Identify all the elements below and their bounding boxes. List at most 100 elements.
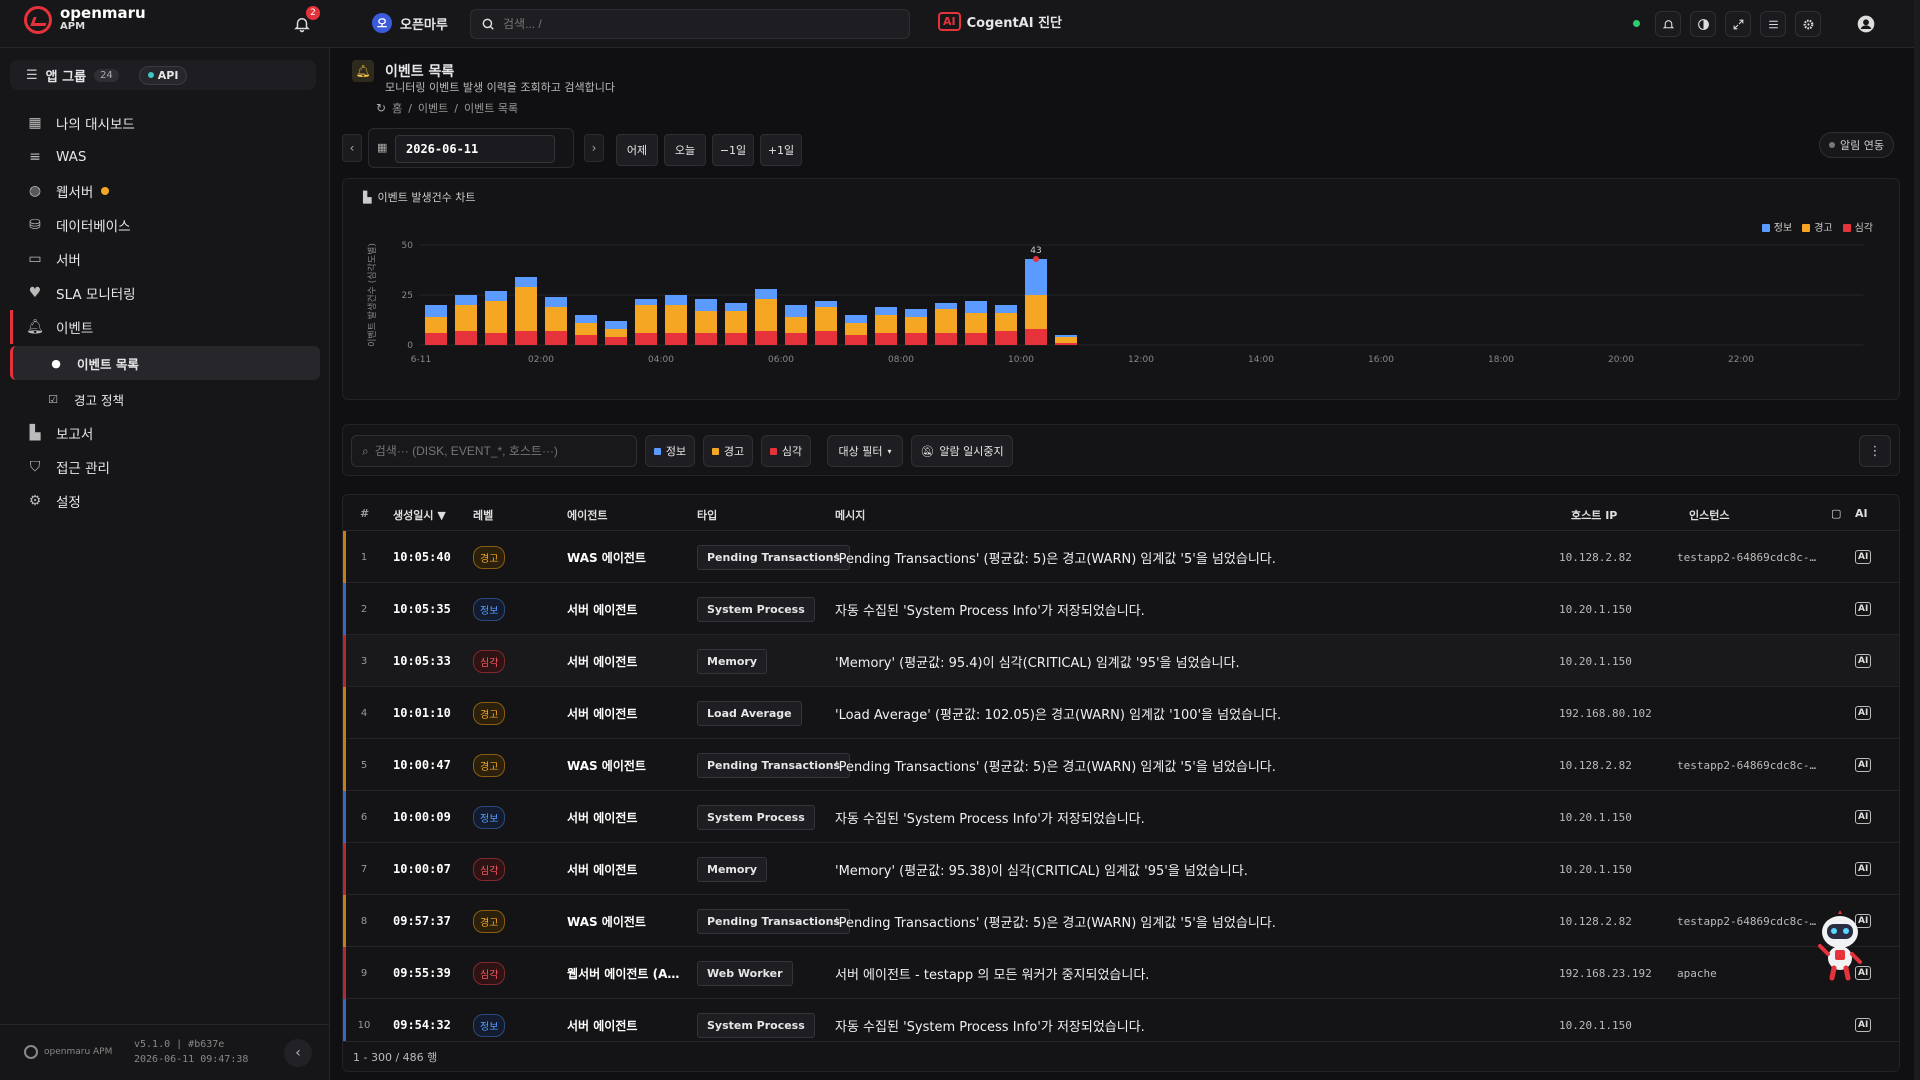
row-ai-button[interactable]: AI — [1855, 999, 1872, 1043]
event-search-input[interactable] — [374, 444, 625, 458]
bar-crit[interactable] — [725, 333, 747, 345]
row-ai-button[interactable]: AI — [1855, 635, 1872, 687]
legend-item-warn[interactable]: 경고 — [1802, 219, 1833, 234]
next-date-button[interactable]: › — [584, 134, 604, 162]
bar-crit[interactable] — [575, 335, 597, 345]
collapse-sidebar-button[interactable]: ‹ — [284, 1039, 312, 1067]
bar-crit[interactable] — [695, 333, 717, 345]
pause-alarm-button[interactable]: 🔕︎ 알람 일시중지 — [911, 435, 1013, 467]
bar-crit[interactable] — [815, 331, 837, 345]
bar-info[interactable] — [455, 295, 477, 305]
breadcrumb-home[interactable]: 홈 — [392, 102, 403, 115]
more-options-button[interactable]: ⋮ — [1859, 435, 1891, 467]
bar-info[interactable] — [605, 321, 627, 329]
row-ai-button[interactable]: AI — [1855, 947, 1872, 999]
bar-warn[interactable] — [845, 323, 867, 335]
yesterday-button[interactable]: 어제 — [616, 134, 658, 166]
alarm-integration-button[interactable]: 알림 연동 — [1819, 132, 1894, 158]
bar-warn[interactable] — [995, 313, 1017, 331]
filter-chip-crit[interactable]: 심각 — [761, 435, 811, 467]
bar-crit[interactable] — [515, 331, 537, 345]
bar-crit[interactable] — [755, 331, 777, 345]
sidebar-item-dashboard[interactable]: ▦ 나의 대시보드 — [10, 106, 320, 140]
bar-crit[interactable] — [995, 331, 1017, 345]
fullscreen-button[interactable] — [1725, 11, 1751, 37]
col-agent[interactable]: 에이전트 — [567, 509, 608, 522]
bar-crit[interactable] — [845, 335, 867, 345]
sidebar-item-reports[interactable]: ▙ 보고서 — [10, 416, 320, 450]
bar-info[interactable] — [425, 305, 447, 317]
copy-icon[interactable]: ▢ — [1831, 507, 1842, 520]
bar-crit[interactable] — [425, 333, 447, 345]
sidebar-item-database[interactable]: ⛁ 데이터베이스 — [10, 208, 320, 242]
table-row[interactable]: 4 10:01:10 경고 서버 에이전트 Load Average 'Load Aver… — [343, 687, 1899, 739]
bar-crit[interactable] — [605, 337, 627, 345]
filter-chip-warn[interactable]: 경고 — [703, 435, 753, 467]
bar-info[interactable] — [1025, 259, 1047, 295]
bar-crit[interactable] — [485, 333, 507, 345]
global-search-input[interactable] — [503, 17, 883, 31]
row-ai-button[interactable]: AI — [1855, 531, 1872, 583]
today-button[interactable]: 오늘 — [664, 134, 706, 166]
bar-info[interactable] — [575, 315, 597, 323]
bar-warn[interactable] — [935, 309, 957, 333]
table-row[interactable]: 9 09:55:39 심각 웹서버 에이전트 (A… Web Worker 서버 에이전트… — [343, 947, 1899, 999]
table-row[interactable]: 3 10:05:33 심각 서버 에이전트 Memory 'Memory' (평균값: 9… — [343, 635, 1899, 687]
settings-button[interactable] — [1795, 11, 1821, 37]
sidebar-item-sla[interactable]: ♥ SLA 모니터링 — [10, 276, 320, 310]
sidebar-item-settings[interactable]: ⚙ 설정 — [10, 484, 320, 518]
col-level[interactable]: 레벨 — [473, 509, 494, 522]
prev-date-button[interactable]: ‹ — [342, 134, 362, 162]
bar-info[interactable] — [1055, 335, 1077, 337]
bar-info[interactable] — [725, 303, 747, 311]
bar-warn[interactable] — [1055, 337, 1077, 343]
bar-warn[interactable] — [545, 307, 567, 331]
col-created[interactable]: 생성일시 ▼ — [393, 507, 446, 523]
table-row[interactable]: 7 10:00:07 심각 서버 에이전트 Memory 'Memory' (평균값: 9… — [343, 843, 1899, 895]
table-row[interactable]: 8 09:57:37 경고 WAS 에이전트 Pending Transactions '… — [343, 895, 1899, 947]
bar-info[interactable] — [665, 295, 687, 305]
bar-warn[interactable] — [1025, 295, 1047, 329]
bar-crit[interactable] — [785, 333, 807, 345]
bar-info[interactable] — [965, 301, 987, 313]
row-ai-button[interactable]: AI — [1855, 687, 1872, 739]
bar-info[interactable] — [905, 309, 927, 317]
bar-warn[interactable] — [815, 307, 837, 331]
bar-warn[interactable] — [755, 299, 777, 331]
bar-crit[interactable] — [875, 333, 897, 345]
row-ai-button[interactable]: AI — [1855, 843, 1872, 895]
bar-info[interactable] — [995, 305, 1017, 313]
table-row[interactable]: 10 09:54:32 정보 서버 에이전트 System Process 자동 수집된 … — [343, 999, 1899, 1043]
global-search[interactable] — [470, 9, 910, 39]
bar-crit[interactable] — [935, 333, 957, 345]
sidebar-item-event-list[interactable]: ● 이벤트 목록 — [10, 346, 320, 380]
bar-warn[interactable] — [725, 311, 747, 333]
sidebar-item-was[interactable]: ≡ WAS — [10, 140, 320, 174]
row-ai-button[interactable]: AI — [1855, 895, 1872, 947]
col-instance[interactable]: 인스턴스 — [1689, 509, 1730, 522]
legend-item-crit[interactable]: 심각 — [1842, 219, 1873, 234]
org-switcher[interactable]: 오 오픈마루 — [372, 13, 448, 33]
ai-assistant-robot-button[interactable] — [1816, 910, 1864, 982]
legend-item-info[interactable]: 정보 — [1761, 219, 1792, 234]
table-row[interactable]: 2 10:05:35 정보 서버 에이전트 System Process 자동 수집된 '… — [343, 583, 1899, 635]
bar-crit[interactable] — [635, 333, 657, 345]
bar-info[interactable] — [515, 277, 537, 287]
bar-info[interactable] — [815, 301, 837, 307]
bar-crit[interactable] — [1025, 329, 1047, 345]
bar-crit[interactable] — [455, 331, 477, 345]
menu-button[interactable] — [1760, 11, 1786, 37]
api-badge[interactable]: API — [138, 65, 188, 85]
bar-warn[interactable] — [695, 311, 717, 333]
bar-warn[interactable] — [635, 305, 657, 333]
target-filter-dropdown[interactable]: 대상 필터 ▾ — [827, 435, 903, 467]
row-ai-button[interactable]: AI — [1855, 739, 1872, 791]
bar-crit[interactable] — [1055, 343, 1077, 345]
app-group-selector[interactable]: ☰ 앱 그룹 24 API — [10, 60, 316, 90]
bar-warn[interactable] — [425, 317, 447, 333]
col-message[interactable]: 메시지 — [835, 509, 866, 522]
bar-info[interactable] — [485, 291, 507, 301]
theme-toggle-button[interactable] — [1690, 11, 1716, 37]
breadcrumb-events[interactable]: 이벤트 — [417, 102, 449, 115]
brand-logo[interactable]: openmaru APM — [24, 6, 146, 34]
